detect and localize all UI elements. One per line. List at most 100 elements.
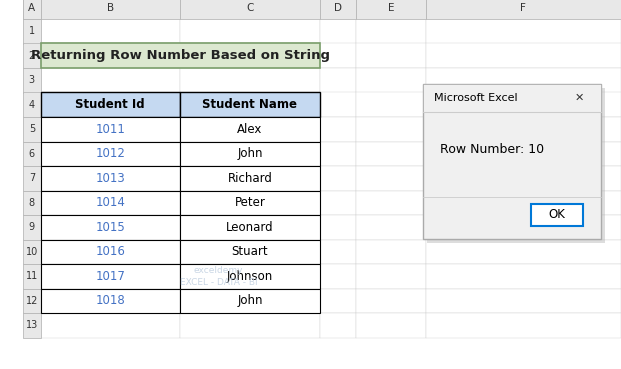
Bar: [180, 19, 320, 44]
Bar: [180, 0, 320, 19]
Bar: [23, 117, 40, 141]
Bar: [320, 117, 356, 141]
Text: 1012: 1012: [96, 147, 125, 160]
Text: 6: 6: [29, 149, 35, 159]
Text: 1015: 1015: [96, 221, 125, 234]
Bar: [356, 141, 425, 166]
FancyBboxPatch shape: [427, 88, 605, 243]
Text: 1: 1: [29, 26, 35, 36]
Bar: [23, 215, 40, 239]
Text: 12: 12: [25, 296, 38, 306]
Bar: [180, 289, 320, 313]
Text: Richard: Richard: [227, 172, 273, 185]
Bar: [180, 289, 320, 313]
Text: A: A: [29, 3, 35, 13]
Text: OK: OK: [548, 208, 565, 221]
Bar: [425, 166, 621, 190]
Bar: [40, 141, 180, 166]
Bar: [180, 141, 320, 166]
Bar: [356, 93, 425, 117]
Text: 1013: 1013: [96, 172, 125, 185]
Bar: [320, 264, 356, 289]
Bar: [425, 93, 621, 117]
Text: 8: 8: [29, 198, 35, 208]
FancyBboxPatch shape: [423, 84, 601, 239]
Text: John: John: [237, 294, 263, 307]
Bar: [40, 190, 180, 215]
Text: 1017: 1017: [96, 270, 125, 283]
Text: B: B: [107, 3, 114, 13]
Bar: [356, 313, 425, 338]
Bar: [180, 190, 320, 215]
Bar: [425, 141, 621, 166]
Text: 1014: 1014: [96, 196, 125, 209]
Text: Returning Row Number Based on String: Returning Row Number Based on String: [30, 49, 330, 62]
Bar: [23, 190, 40, 215]
Bar: [40, 289, 180, 313]
Bar: [320, 19, 356, 44]
Bar: [40, 166, 180, 190]
Bar: [23, 166, 40, 190]
Bar: [23, 19, 40, 44]
Text: 13: 13: [25, 320, 38, 330]
Bar: [40, 239, 180, 264]
Bar: [180, 239, 320, 264]
Bar: [425, 264, 621, 289]
Bar: [320, 44, 356, 68]
Bar: [23, 68, 40, 93]
Bar: [40, 215, 180, 239]
Bar: [23, 239, 40, 264]
Bar: [320, 239, 356, 264]
Bar: [180, 93, 320, 117]
Bar: [320, 0, 356, 19]
Bar: [356, 264, 425, 289]
Bar: [40, 313, 180, 338]
Bar: [320, 141, 356, 166]
Bar: [423, 84, 601, 112]
Bar: [425, 44, 621, 68]
Bar: [180, 166, 320, 190]
Text: 1018: 1018: [96, 294, 125, 307]
Bar: [23, 289, 40, 313]
Bar: [180, 117, 320, 141]
Bar: [23, 239, 40, 264]
Bar: [180, 93, 320, 117]
Bar: [23, 313, 40, 338]
Text: C: C: [246, 3, 253, 13]
Bar: [23, 0, 40, 19]
Bar: [23, 44, 40, 68]
Bar: [40, 0, 180, 19]
Bar: [23, 190, 40, 215]
Bar: [23, 215, 40, 239]
Bar: [425, 239, 621, 264]
Text: F: F: [520, 3, 526, 13]
Bar: [180, 190, 320, 215]
Text: 3: 3: [29, 75, 35, 85]
Bar: [425, 19, 621, 44]
Bar: [356, 19, 425, 44]
Bar: [40, 117, 180, 141]
Bar: [23, 44, 40, 68]
Text: 10: 10: [25, 247, 38, 257]
Bar: [180, 215, 320, 239]
Bar: [320, 215, 356, 239]
Bar: [23, 264, 40, 289]
Bar: [320, 166, 356, 190]
Bar: [40, 19, 180, 44]
Bar: [356, 117, 425, 141]
Text: 5: 5: [29, 124, 35, 134]
Bar: [356, 0, 425, 19]
Bar: [40, 44, 180, 68]
Text: D: D: [334, 3, 342, 13]
Bar: [23, 19, 40, 44]
Bar: [40, 93, 180, 117]
Text: Row Number: 10: Row Number: 10: [440, 144, 544, 156]
Bar: [180, 166, 320, 190]
Text: Microsoft Excel: Microsoft Excel: [434, 93, 518, 103]
Text: Leonard: Leonard: [226, 221, 274, 234]
Bar: [180, 264, 320, 289]
Text: John: John: [237, 147, 263, 160]
Bar: [320, 68, 356, 93]
Text: Alex: Alex: [237, 123, 263, 136]
Bar: [23, 68, 40, 93]
